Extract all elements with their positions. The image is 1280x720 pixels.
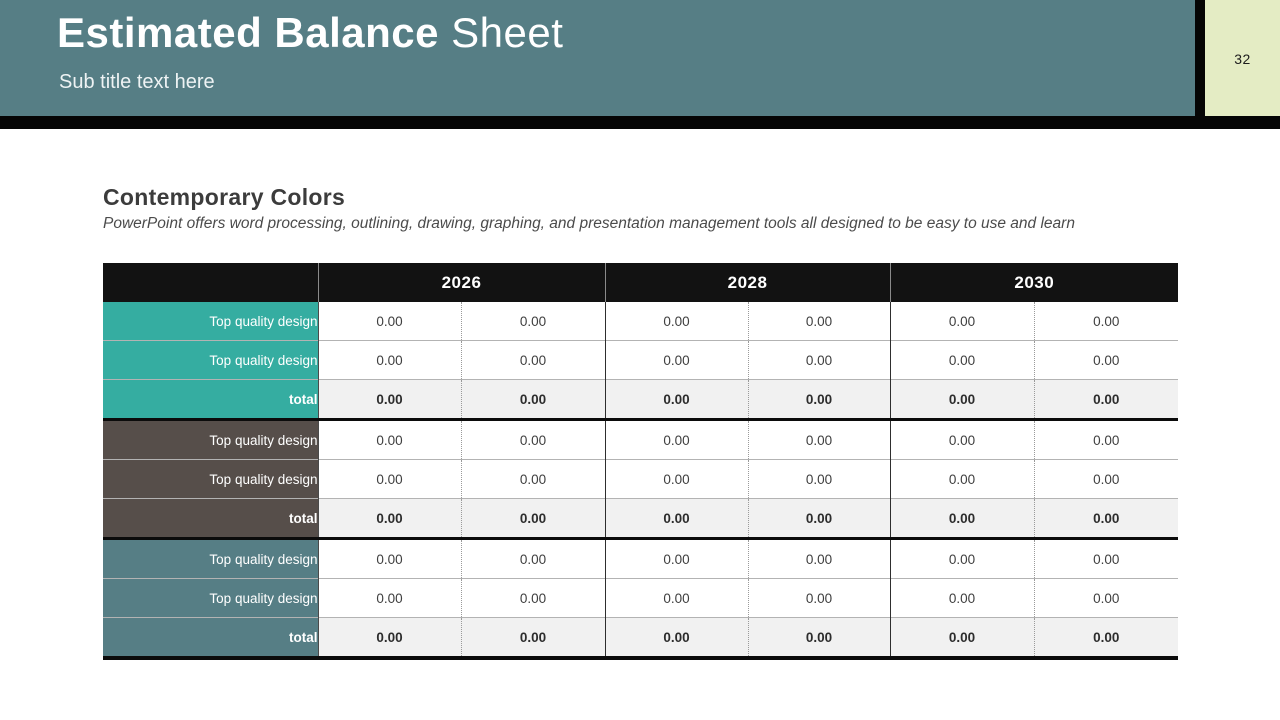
value-cell: 0.00 (318, 498, 462, 539)
value-cell: 0.00 (461, 379, 606, 420)
value-cell: 0.00 (890, 498, 1035, 539)
value-cell: 0.00 (890, 537, 1035, 579)
value-cell: 0.00 (605, 578, 749, 618)
value-cell: 0.00 (318, 418, 462, 460)
value-cell: 0.00 (605, 498, 749, 539)
value-cell: 0.00 (890, 379, 1035, 420)
value-cell: 0.00 (890, 578, 1035, 618)
row-label-cell: Top quality design (103, 340, 319, 380)
value-cell: 0.00 (318, 617, 462, 658)
row-label-cell: Top quality design (103, 302, 319, 341)
value-cell: 0.00 (605, 418, 749, 460)
table-corner-cell (103, 263, 319, 302)
page-number-box: 32 (1205, 0, 1280, 118)
value-cell: 0.00 (461, 459, 606, 499)
slide-subtitle: Sub title text here (59, 71, 215, 93)
value-cell: 0.00 (748, 418, 891, 460)
value-cell: 0.00 (1034, 302, 1179, 341)
value-cell: 0.00 (1034, 537, 1179, 579)
value-cell: 0.00 (1034, 418, 1179, 460)
total-row: total 0.00 0.00 0.00 0.00 0.00 0.00 (103, 617, 1179, 658)
row-label-cell: total (103, 617, 319, 658)
value-cell: 0.00 (748, 302, 891, 341)
value-cell: 0.00 (890, 459, 1035, 499)
value-cell: 0.00 (890, 418, 1035, 460)
value-cell: 0.00 (461, 340, 606, 380)
year-header-2030: 2030 (890, 263, 1179, 302)
year-header-2026: 2026 (318, 263, 606, 302)
value-cell: 0.00 (890, 302, 1035, 341)
value-cell: 0.00 (748, 498, 891, 539)
value-cell: 0.00 (748, 379, 891, 420)
value-cell: 0.00 (461, 537, 606, 579)
value-cell: 0.00 (318, 379, 462, 420)
row-label-cell: Top quality design (103, 459, 319, 499)
row-label-cell: total (103, 379, 319, 420)
table-row: Top quality design 0.00 0.00 0.00 0.00 0.00 0.… (103, 578, 1179, 618)
value-cell: 0.00 (890, 340, 1035, 380)
section-description: PowerPoint offers word processing, outli… (103, 215, 1075, 232)
slide-title: Estimated Balance Sheet (57, 9, 564, 56)
value-cell: 0.00 (1034, 459, 1179, 499)
table-row: Top quality design 0.00 0.00 0.00 0.00 0.00 0.… (103, 418, 1179, 460)
table-body: Top quality design 0.00 0.00 0.00 0.00 0.00 0.… (103, 302, 1179, 658)
value-cell: 0.00 (318, 578, 462, 618)
slide-title-bold: Estimated Balance (57, 9, 439, 56)
value-cell: 0.00 (605, 340, 749, 380)
table-row: Top quality design 0.00 0.00 0.00 0.00 0.00 0.… (103, 459, 1179, 499)
value-cell: 0.00 (461, 617, 606, 658)
value-cell: 0.00 (318, 459, 462, 499)
value-cell: 0.00 (1034, 617, 1179, 658)
value-cell: 0.00 (461, 498, 606, 539)
slide-header: Estimated Balance Sheet Sub title text h… (0, 0, 1195, 117)
balance-table: 2026 2028 2030 Top quality design 0.00 0.0… (103, 263, 1179, 660)
balance-table-container: 2026 2028 2030 Top quality design 0.00 0.0… (103, 263, 1179, 660)
row-label-cell: Top quality design (103, 578, 319, 618)
table-row: Top quality design 0.00 0.00 0.00 0.00 0.00 0.… (103, 537, 1179, 579)
value-cell: 0.00 (748, 459, 891, 499)
value-cell: 0.00 (605, 537, 749, 579)
row-label-cell: Top quality design (103, 537, 319, 579)
page-number: 32 (1234, 51, 1251, 67)
header-divider-stripe (1195, 0, 1205, 117)
table-row: Top quality design 0.00 0.00 0.00 0.00 0.00 0.… (103, 340, 1179, 380)
value-cell: 0.00 (1034, 578, 1179, 618)
year-header-2028: 2028 (605, 263, 891, 302)
row-label-cell: total (103, 498, 319, 539)
value-cell: 0.00 (1034, 498, 1179, 539)
value-cell: 0.00 (890, 617, 1035, 658)
section-heading: Contemporary Colors (103, 184, 346, 210)
table-row: Top quality design 0.00 0.00 0.00 0.00 0.00 0.… (103, 302, 1179, 341)
value-cell: 0.00 (461, 418, 606, 460)
value-cell: 0.00 (1034, 379, 1179, 420)
table-header-row: 2026 2028 2030 (103, 263, 1179, 302)
value-cell: 0.00 (461, 578, 606, 618)
value-cell: 0.00 (1034, 340, 1179, 380)
value-cell: 0.00 (318, 302, 462, 341)
header-bottom-band (0, 116, 1280, 129)
value-cell: 0.00 (748, 617, 891, 658)
total-row: total 0.00 0.00 0.00 0.00 0.00 0.00 (103, 498, 1179, 539)
value-cell: 0.00 (318, 537, 462, 579)
value-cell: 0.00 (605, 302, 749, 341)
value-cell: 0.00 (748, 537, 891, 579)
value-cell: 0.00 (748, 578, 891, 618)
row-label-cell: Top quality design (103, 418, 319, 460)
value-cell: 0.00 (461, 302, 606, 341)
value-cell: 0.00 (605, 379, 749, 420)
total-row: total 0.00 0.00 0.00 0.00 0.00 0.00 (103, 379, 1179, 420)
slide-title-light: Sheet (439, 9, 564, 56)
value-cell: 0.00 (605, 459, 749, 499)
value-cell: 0.00 (748, 340, 891, 380)
value-cell: 0.00 (605, 617, 749, 658)
value-cell: 0.00 (318, 340, 462, 380)
